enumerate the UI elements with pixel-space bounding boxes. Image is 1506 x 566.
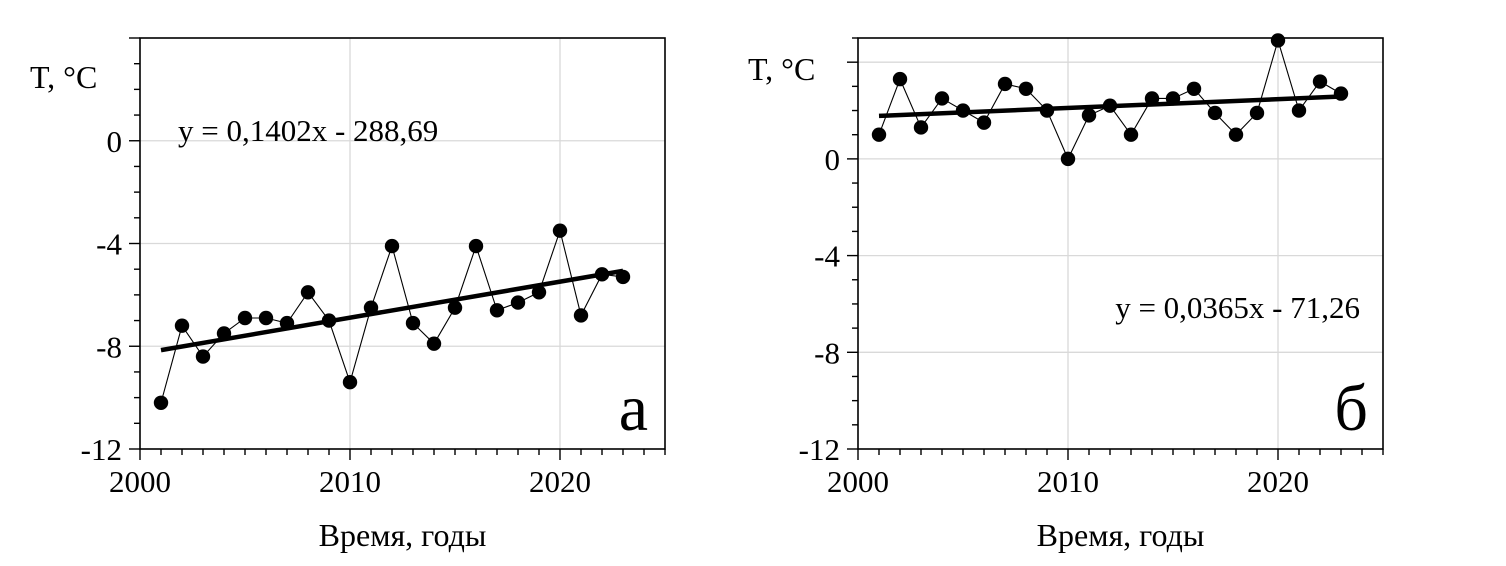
chart-panel-2: 2000 2010 2020 -12 -8 -4 0 T, °C Время, годы y = … xyxy=(748,33,1384,553)
data-point xyxy=(871,127,887,142)
y-tick-label: -12 xyxy=(799,432,840,467)
data-point xyxy=(342,375,358,390)
y-tick-label: -8 xyxy=(96,329,122,364)
data-point xyxy=(237,310,253,326)
y-tick-label: 0 xyxy=(825,142,841,177)
data-point xyxy=(1333,86,1349,101)
panel-letter: б xyxy=(1334,372,1368,445)
trend-equation: y = 0,1402x - 288,69 xyxy=(178,113,438,148)
data-point xyxy=(976,115,992,130)
data-point xyxy=(1144,91,1160,106)
x-axis-label: Время, годы xyxy=(1037,517,1205,553)
data-point xyxy=(1018,81,1034,96)
x-tick-label: 2000 xyxy=(827,464,889,499)
x-tick-label: 2020 xyxy=(529,464,591,499)
data-point xyxy=(195,349,211,364)
data-point xyxy=(489,303,505,318)
data-point xyxy=(1270,33,1286,48)
data-point xyxy=(174,318,190,333)
data-point xyxy=(258,310,274,326)
data-point xyxy=(426,336,442,351)
trend-line xyxy=(160,268,624,353)
data-point xyxy=(1081,108,1097,123)
x-tick-label: 2020 xyxy=(1247,464,1309,499)
data-point xyxy=(153,395,169,410)
x-tick-label: 2010 xyxy=(319,464,381,499)
data-point xyxy=(573,308,589,323)
data-point xyxy=(1249,105,1265,121)
data-point xyxy=(955,103,971,118)
data-point xyxy=(552,223,568,238)
trend-equation: y = 0,0365x - 71,26 xyxy=(1115,290,1360,325)
data-point xyxy=(384,238,400,254)
x-tick-label: 2010 xyxy=(1037,464,1099,499)
data-point xyxy=(447,300,463,315)
y-axis-label: T, °C xyxy=(748,51,815,87)
data-point xyxy=(1186,81,1202,96)
data-point xyxy=(510,295,526,310)
panel-letter: а xyxy=(619,372,648,445)
data-point xyxy=(934,91,950,106)
data-point xyxy=(531,285,547,300)
data-point xyxy=(913,120,929,135)
y-tick-label: 0 xyxy=(107,124,123,159)
data-point xyxy=(468,238,484,254)
data-point xyxy=(405,315,421,331)
data-point xyxy=(363,300,379,315)
y-tick-label: -8 xyxy=(814,335,840,370)
data-point xyxy=(997,76,1013,92)
data-point xyxy=(1228,127,1244,142)
data-point xyxy=(1291,103,1307,118)
data-point xyxy=(1312,74,1328,89)
data-point xyxy=(1165,91,1181,106)
data-point xyxy=(300,285,316,300)
data-point xyxy=(1102,98,1118,113)
y-tick-label: -4 xyxy=(814,239,840,274)
plot-frame xyxy=(857,37,1384,450)
data-point xyxy=(594,267,610,282)
series-line xyxy=(160,228,624,403)
data-point xyxy=(1123,127,1139,142)
data-point xyxy=(321,313,337,328)
data-point xyxy=(279,315,295,331)
data-point xyxy=(1039,103,1055,118)
y-tick-label: -4 xyxy=(96,227,122,262)
x-axis-label: Время, годы xyxy=(319,517,487,553)
data-point xyxy=(615,269,631,285)
y-tick-label: -12 xyxy=(81,432,122,467)
data-point xyxy=(216,326,232,341)
data-point xyxy=(892,71,908,87)
data-point xyxy=(1060,151,1076,167)
y-axis-label: T, °C xyxy=(30,59,97,95)
x-tick-label: 2000 xyxy=(109,464,171,499)
chart-panel-1: 2000 2010 2020 -12 -8 -4 0 T, °C Время, годы y = … xyxy=(30,37,666,553)
data-point xyxy=(1207,105,1223,121)
